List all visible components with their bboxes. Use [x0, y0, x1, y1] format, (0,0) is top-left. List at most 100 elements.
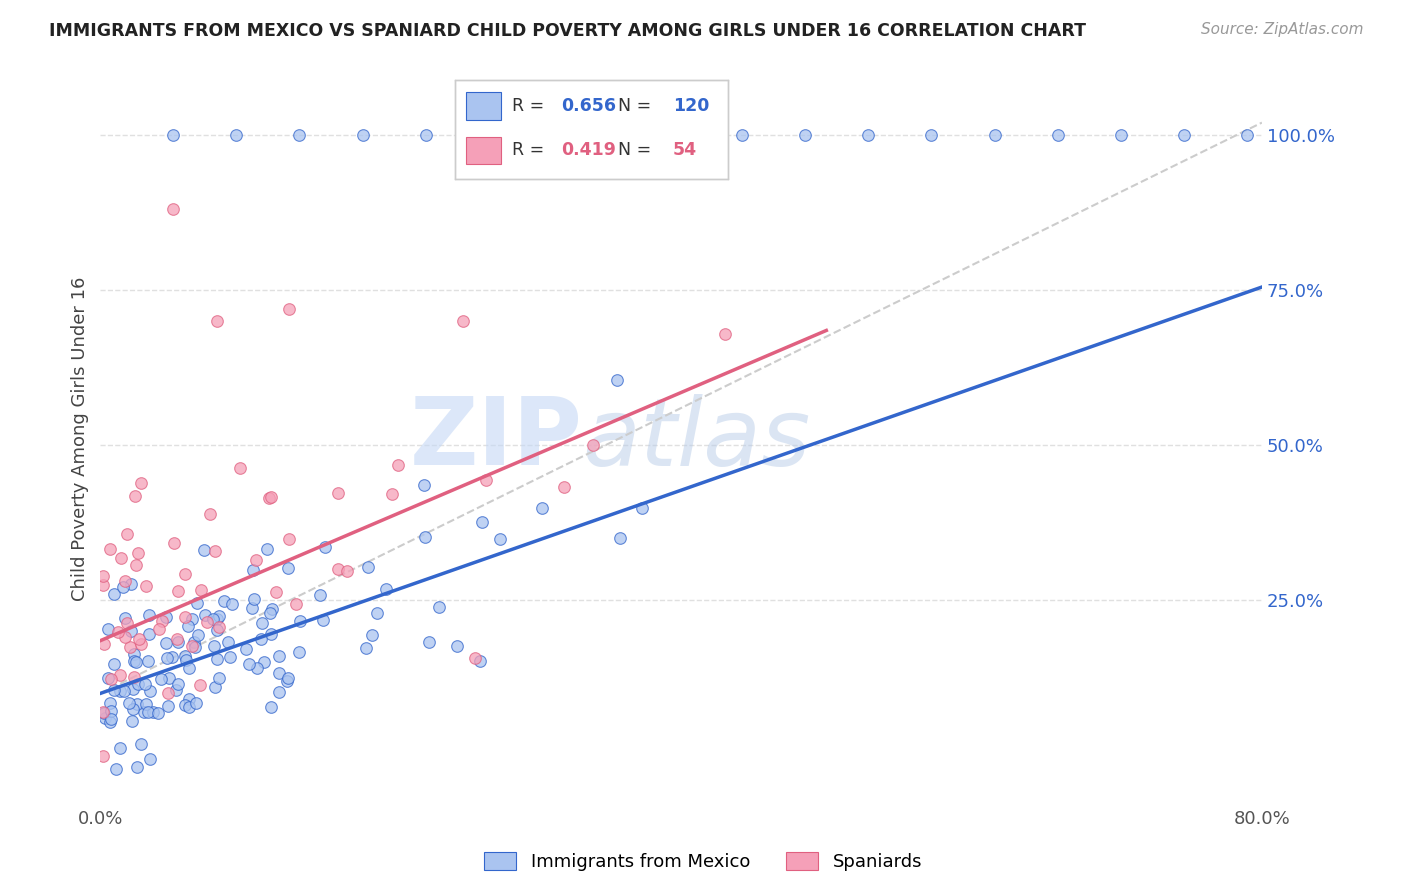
Point	[173, 649, 195, 664]
Point	[135, 579, 157, 593]
Point	[530, 500, 553, 515]
Point	[155, 610, 177, 624]
Point	[277, 671, 299, 685]
Point	[184, 640, 207, 654]
Point	[122, 647, 145, 661]
Point	[218, 635, 240, 649]
Point	[160, 650, 183, 665]
Point	[91, 748, 114, 763]
Point	[142, 705, 165, 719]
Point	[264, 585, 287, 599]
Point	[309, 588, 332, 602]
Point	[1173, 128, 1195, 142]
Point	[97, 623, 120, 637]
Point	[357, 560, 380, 574]
Point	[1236, 128, 1258, 142]
Point	[134, 677, 156, 691]
Point	[103, 682, 125, 697]
Text: ZIP: ZIP	[409, 393, 582, 485]
Point	[794, 128, 817, 142]
Point	[103, 587, 125, 601]
Point	[110, 550, 132, 565]
Point	[413, 478, 436, 492]
Point	[100, 712, 122, 726]
Point	[100, 714, 122, 729]
Point	[129, 476, 152, 491]
Point	[167, 635, 190, 649]
Point	[174, 566, 197, 581]
Point	[111, 580, 134, 594]
Point	[124, 489, 146, 503]
Point	[471, 515, 494, 529]
Point	[117, 615, 139, 630]
Point	[242, 601, 264, 615]
Point	[354, 641, 377, 656]
Point	[207, 652, 229, 666]
Point	[93, 637, 115, 651]
Point	[238, 657, 260, 672]
Point	[114, 611, 136, 625]
Point	[121, 702, 143, 716]
Point	[165, 682, 187, 697]
Point	[276, 674, 298, 689]
Point	[193, 543, 215, 558]
Point	[418, 635, 440, 649]
Point	[983, 128, 1005, 142]
Point	[98, 696, 121, 710]
Point	[103, 657, 125, 672]
Point	[104, 762, 127, 776]
Point	[205, 314, 228, 328]
Point	[413, 529, 436, 543]
Point	[260, 490, 283, 504]
Point	[122, 682, 145, 697]
Point	[260, 626, 283, 640]
Point	[125, 655, 148, 669]
Point	[148, 622, 170, 636]
Point	[277, 561, 299, 575]
Point	[464, 651, 486, 665]
Point	[138, 607, 160, 622]
Point	[415, 128, 437, 142]
Point	[93, 706, 115, 720]
Point	[204, 543, 226, 558]
Point	[489, 533, 512, 547]
Point	[221, 598, 243, 612]
Point	[229, 461, 252, 475]
Point	[181, 639, 204, 653]
Point	[314, 540, 336, 554]
Point	[1109, 128, 1132, 142]
Point	[110, 740, 132, 755]
Point	[541, 128, 564, 142]
Point	[195, 615, 218, 630]
Text: atlas: atlas	[582, 393, 811, 484]
Point	[427, 600, 450, 615]
Point	[139, 752, 162, 766]
Point	[127, 546, 149, 560]
Point	[127, 697, 149, 711]
Point	[156, 686, 179, 700]
Point	[136, 654, 159, 668]
Point	[129, 737, 152, 751]
Point	[225, 128, 247, 142]
Point	[267, 649, 290, 664]
Point	[125, 558, 148, 572]
Point	[631, 500, 654, 515]
Point	[208, 671, 231, 685]
Point	[208, 608, 231, 623]
Point	[1046, 128, 1069, 142]
Point	[97, 671, 120, 685]
Point	[177, 661, 200, 675]
Point	[200, 507, 222, 521]
Point	[149, 673, 172, 687]
Point	[91, 578, 114, 592]
Point	[181, 612, 204, 626]
Point	[668, 128, 690, 142]
Point	[110, 668, 132, 682]
Point	[120, 577, 142, 591]
Point	[120, 624, 142, 639]
Point	[91, 569, 114, 583]
Point	[173, 698, 195, 713]
Point	[269, 666, 291, 681]
Point	[256, 542, 278, 557]
Point	[260, 700, 283, 714]
